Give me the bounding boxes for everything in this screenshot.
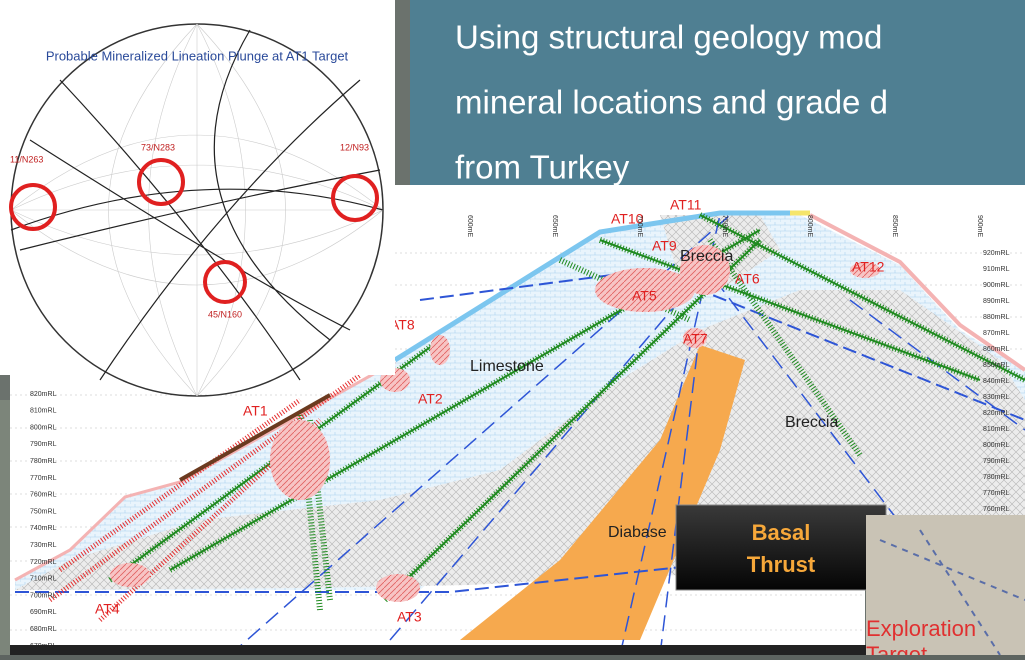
slide: Using structural geology mod mineral loca… — [0, 0, 1025, 655]
easting-label: 750mE — [721, 215, 728, 238]
rl-label: 860mRL — [983, 346, 1010, 353]
title-line: Using structural geology mod — [455, 19, 882, 56]
rl-label: 880mRL — [983, 314, 1010, 321]
rl-label: 790mRL — [983, 458, 1010, 465]
target-label: AT1 — [243, 403, 268, 419]
rl-label: 760mRL — [983, 506, 1010, 513]
rl-label: 740mRL — [30, 525, 57, 532]
bottom-strip — [10, 645, 866, 655]
unit-label: Diabase — [608, 524, 667, 541]
easting-label: 600mE — [466, 215, 473, 238]
target-label: AT7 — [683, 331, 708, 347]
photo-text: Exploration — [866, 616, 976, 641]
unit-label: Breccia — [785, 414, 838, 431]
target-label: AT9 — [652, 238, 677, 254]
rl-label: 730mRL — [30, 542, 57, 549]
rl-label: 800mRL — [983, 442, 1010, 449]
rl-label: 890mRL — [983, 298, 1010, 305]
easting-label: 800mE — [806, 215, 813, 238]
easting-label: 650mE — [551, 215, 558, 238]
rl-label: 910mRL — [983, 266, 1010, 273]
rl-label: 770mRL — [30, 475, 57, 482]
rl-label: 850mRL — [983, 362, 1010, 369]
target-label: AT2 — [418, 391, 443, 407]
rl-label: 780mRL — [30, 458, 57, 465]
target-label: AT4 — [95, 601, 120, 617]
rl-label: 720mRL — [30, 559, 57, 566]
callout-text: Thrust — [747, 552, 816, 577]
unit-label: Breccia — [680, 248, 733, 265]
easting-label: 700mE — [636, 215, 643, 238]
target-label: AT11 — [670, 197, 702, 213]
easting-label: 900mE — [976, 215, 983, 238]
rl-label: 900mRL — [983, 282, 1010, 289]
rl-label: 710mRL — [30, 576, 57, 583]
plunge-label: 12/N93 — [340, 142, 369, 152]
photo-text: Target — [866, 642, 927, 655]
callout-box — [676, 505, 886, 590]
title-line: from Turkey — [455, 149, 630, 186]
rl-label: 820mRL — [983, 410, 1010, 417]
rl-label: 760mRL — [30, 492, 57, 499]
target-label: AT5 — [632, 288, 657, 304]
rl-label: 700mRL — [30, 592, 57, 599]
rl-label: 820mRL — [30, 391, 57, 398]
rl-label: 920mRL — [983, 250, 1010, 257]
rl-label: 810mRL — [30, 408, 57, 415]
page: Using structural geology mod mineral loca… — [0, 0, 1025, 655]
rl-label: 790mRL — [30, 441, 57, 448]
rl-label: 770mRL — [983, 490, 1010, 497]
callout-text: Basal — [752, 520, 811, 545]
rl-label: 800mRL — [30, 424, 57, 431]
rl-label: 750mRL — [30, 508, 57, 515]
rl-label: 780mRL — [983, 474, 1010, 481]
rl-label: 840mRL — [983, 378, 1010, 385]
target-label: AT6 — [735, 271, 760, 287]
stereonet-title: Probable Mineralized Lineation Plunge at… — [46, 48, 349, 63]
plunge-label: 45/N160 — [208, 309, 242, 319]
rl-label: 870mRL — [983, 330, 1010, 337]
plunge-label: 73/N283 — [141, 142, 175, 152]
unit-label: Limestone — [470, 358, 544, 375]
rl-label: 690mRL — [30, 609, 57, 616]
title-line: mineral locations and grade d — [455, 84, 888, 121]
rl-label: 810mRL — [983, 426, 1010, 433]
rl-label: 680mRL — [30, 626, 57, 633]
target-label: AT12 — [852, 259, 885, 275]
rl-label: 830mRL — [983, 394, 1010, 401]
easting-label: 850mE — [891, 215, 898, 238]
plunge-label: 11/N263 — [10, 154, 43, 164]
target-label: AT3 — [397, 609, 422, 625]
